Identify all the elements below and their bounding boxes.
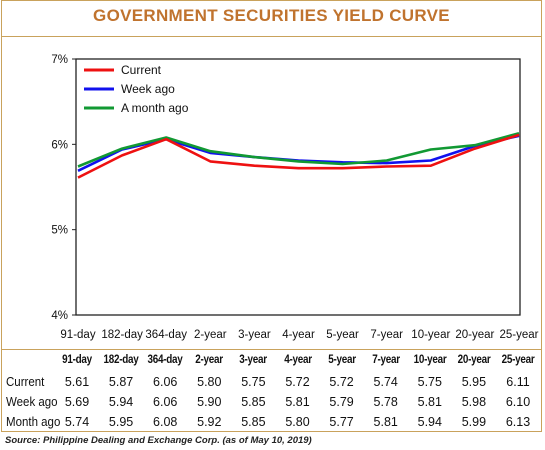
x-tick-label: 182-day xyxy=(101,329,143,341)
table-cell: 5.78 xyxy=(373,395,398,409)
table-header-cell: 91-day xyxy=(62,354,92,366)
table-header-cell: 4-year xyxy=(283,354,312,366)
table-header-cell: 5-year xyxy=(327,354,356,366)
x-tick-label: 91-day xyxy=(60,329,95,341)
table-row: Week ago 5.69 5.94 6.06 5.90 5.85 5.81 5.79 5.78… xyxy=(0,392,543,412)
y-tick-label: 6% xyxy=(51,139,68,151)
table-cell: 5.80 xyxy=(197,375,222,389)
y-tick-label: 5% xyxy=(51,225,68,237)
series-lines xyxy=(77,131,520,179)
series-line-current xyxy=(77,133,520,179)
table-row-label: Week ago xyxy=(6,395,58,409)
table-cell: 6.13 xyxy=(505,415,531,429)
table-cell: 5.81 xyxy=(417,395,442,409)
table-cell: 6.08 xyxy=(153,415,178,429)
x-tick-label: 20-year xyxy=(455,329,494,341)
legend-label: Week ago xyxy=(121,82,175,96)
table-cell: 5.95 xyxy=(108,415,134,429)
table-row: Current 5.61 5.87 6.06 5.80 5.75 5.72 5.72 5.74 5… xyxy=(0,372,543,392)
table-header-cell: 10-year xyxy=(413,354,447,366)
table-cell: 5.72 xyxy=(285,375,310,389)
x-tick-label: 7-year xyxy=(370,329,403,341)
table-cell: 5.69 xyxy=(64,395,90,409)
table-cell: 5.98 xyxy=(461,395,487,409)
table-cell: 5.85 xyxy=(241,395,266,409)
table-cell: 5.90 xyxy=(197,395,222,409)
table-cell: 5.80 xyxy=(285,415,310,429)
x-tick-label: 4-year xyxy=(282,329,315,341)
series-line-a-month-ago xyxy=(77,131,520,168)
table-header-cell: 364-day xyxy=(147,354,183,366)
table-cell: 5.95 xyxy=(461,375,487,389)
table-cell: 5.72 xyxy=(329,375,354,389)
y-tick-label: 4% xyxy=(51,310,68,322)
table-cell: 5.79 xyxy=(329,395,354,409)
chart-title: GOVERNMENT SECURITIES YIELD CURVE xyxy=(93,6,450,25)
table-cell: 5.85 xyxy=(241,415,266,429)
table-cell: 5.81 xyxy=(285,395,310,409)
table-cell: 6.06 xyxy=(153,395,178,409)
table-cell: 5.77 xyxy=(329,415,354,429)
table-cell: 5.74 xyxy=(64,415,90,429)
y-tick-label: 7% xyxy=(51,54,68,66)
table-divider xyxy=(1,349,542,350)
table-header-row: 91-day 182-day 364-day 2-year 3-year 4-year 5-… xyxy=(0,350,543,370)
source-note: Source: Philippine Dealing and Exchange … xyxy=(5,435,312,446)
x-tick-label: 25-year xyxy=(500,329,539,341)
table-cell: 5.75 xyxy=(417,375,442,389)
table-cell: 5.87 xyxy=(108,375,134,389)
x-tick-label: 10-year xyxy=(411,329,450,341)
table-cell: 5.94 xyxy=(417,415,442,429)
table-header-cell: 7-year xyxy=(371,354,400,366)
legend-label: A month ago xyxy=(121,101,189,115)
title-divider xyxy=(1,36,542,37)
table-header-cell: 25-year xyxy=(501,354,535,366)
table-header-cell: 3-year xyxy=(239,354,268,366)
x-tick-label: 2-year xyxy=(194,329,227,341)
table-cell: 5.92 xyxy=(197,415,222,429)
legend-label: Current xyxy=(121,63,162,77)
table-row-label: Month ago xyxy=(6,415,61,429)
table-header-cell: 2-year xyxy=(195,354,224,366)
table-cell: 6.10 xyxy=(505,395,531,409)
table-header-cell: 182-day xyxy=(103,354,139,366)
plot-area xyxy=(75,58,521,316)
x-tick-label: 3-year xyxy=(238,329,271,341)
legend: Current Week ago A month ago xyxy=(84,63,189,115)
table-cell: 5.81 xyxy=(373,415,398,429)
x-tick-label: 364-day xyxy=(145,329,187,341)
x-tick-label: 5-year xyxy=(326,329,359,341)
y-axis: 7% 6% 5% 4% xyxy=(51,54,76,322)
table-cell: 6.06 xyxy=(153,375,178,389)
x-axis: 91-day 182-day 364-day 2-year 3-year 4-year 5-… xyxy=(60,329,538,341)
table-row: Month ago 5.74 5.95 6.08 5.92 5.85 5.80 5.77 5.8… xyxy=(0,412,543,432)
table-cell: 5.74 xyxy=(373,375,398,389)
yield-curve-chart: 7% 6% 5% 4% 91-day 182-day 364-day 2-year 3-yea… xyxy=(51,54,538,341)
table-cell: 5.75 xyxy=(241,375,266,389)
table-cell: 5.94 xyxy=(108,395,134,409)
table-cell: 5.99 xyxy=(461,415,487,429)
table-row-label: Current xyxy=(6,375,45,389)
table-cell: 6.11 xyxy=(506,375,530,389)
table-header-cell: 20-year xyxy=(457,354,491,366)
table-cell: 5.61 xyxy=(64,375,90,389)
